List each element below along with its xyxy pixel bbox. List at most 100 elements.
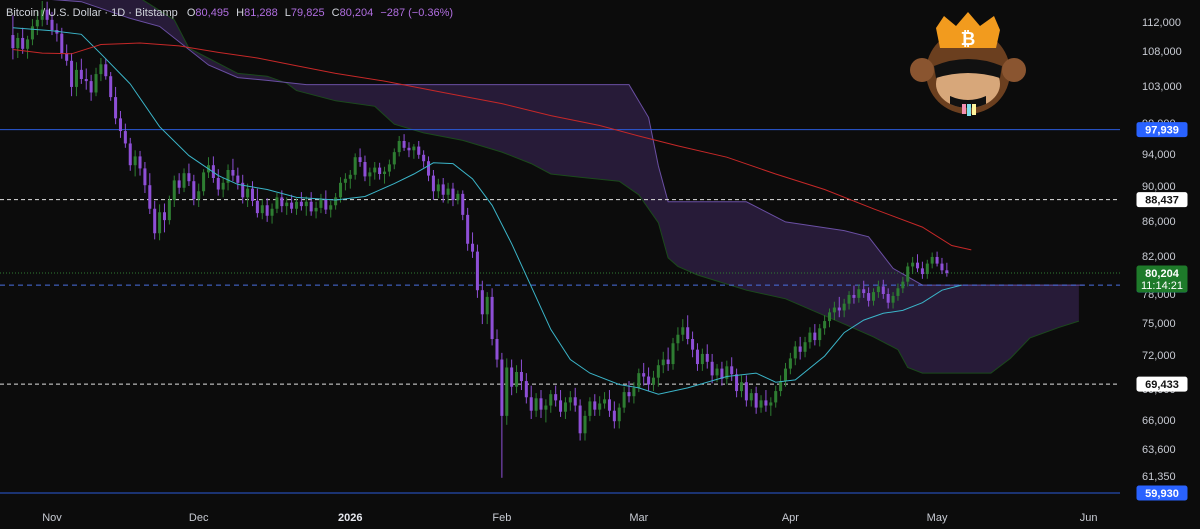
candle xyxy=(891,292,895,309)
candle xyxy=(294,198,299,215)
candle-body xyxy=(676,334,680,344)
candle xyxy=(373,162,377,180)
candle-body xyxy=(60,33,64,54)
mascot-tongue-cyan xyxy=(967,104,971,116)
candle-body xyxy=(573,397,577,406)
candle-body xyxy=(705,353,709,362)
candle-body xyxy=(475,251,479,291)
candle xyxy=(842,298,846,318)
mascot-mask xyxy=(934,59,1002,78)
candle xyxy=(368,167,372,186)
candle-body xyxy=(598,403,602,410)
candle xyxy=(647,367,651,392)
level-label-1-bg xyxy=(1136,192,1188,208)
candle xyxy=(133,150,137,177)
candle xyxy=(397,136,401,157)
candle xyxy=(65,44,69,66)
candle-body xyxy=(407,147,411,151)
candle xyxy=(285,197,289,215)
high-value: 81,288 xyxy=(244,7,278,19)
candle-body xyxy=(588,401,592,416)
candle xyxy=(915,254,920,273)
candle-body xyxy=(500,359,504,416)
candle xyxy=(138,150,142,176)
candle xyxy=(876,280,880,298)
candle-body xyxy=(651,377,655,385)
candle-body xyxy=(30,26,34,40)
candle-body xyxy=(896,288,900,296)
candle-body xyxy=(250,188,255,201)
symbol-title[interactable]: Bitcoin / U.S. Dollar · 1D · Bitstamp xyxy=(6,7,178,19)
candle xyxy=(143,162,147,193)
candle xyxy=(598,396,602,416)
candle-body xyxy=(348,174,352,179)
open-value: 80,495 xyxy=(195,7,230,19)
candle xyxy=(519,359,523,391)
candle xyxy=(593,394,597,416)
candle xyxy=(857,284,861,303)
candle xyxy=(779,375,783,397)
candle xyxy=(735,368,739,398)
candle xyxy=(280,190,284,213)
candle xyxy=(739,375,743,398)
candle xyxy=(813,324,817,346)
candle xyxy=(588,397,592,422)
candle-body xyxy=(35,19,39,27)
horizontal-levels xyxy=(0,129,1120,494)
candle xyxy=(118,110,122,138)
level-label-4-bg xyxy=(1136,485,1188,501)
candle xyxy=(304,196,308,216)
candle-body xyxy=(128,143,132,166)
candle-body xyxy=(510,367,514,387)
candle-body xyxy=(823,321,827,329)
candle-body xyxy=(769,402,773,406)
candle-body xyxy=(505,367,509,416)
candle xyxy=(764,390,768,412)
candle-body xyxy=(593,401,597,410)
time-axis: Nov Dec 2026 Feb Mar Apr May Jun xyxy=(42,512,1097,524)
candle-body xyxy=(622,392,626,408)
candle-body xyxy=(867,293,871,301)
candle xyxy=(475,244,479,298)
high-label: H xyxy=(236,7,245,19)
candle xyxy=(114,86,118,125)
candle-body xyxy=(290,202,294,209)
candle-body xyxy=(720,368,724,379)
close-label: C xyxy=(331,7,340,19)
candle xyxy=(544,399,548,423)
candle-body xyxy=(612,410,616,422)
candle-body xyxy=(661,359,665,366)
candle-body xyxy=(226,170,230,183)
candle xyxy=(241,174,245,204)
x-tick-label: May xyxy=(927,512,948,524)
candle xyxy=(573,387,577,412)
last-price-label: 80,204 xyxy=(1145,268,1180,280)
candle xyxy=(930,252,934,269)
candle-body xyxy=(935,256,939,264)
candle-body xyxy=(241,182,245,198)
candle xyxy=(319,193,323,214)
candle-body xyxy=(891,295,895,303)
candle xyxy=(563,397,567,419)
candle xyxy=(353,153,357,180)
open-label: O xyxy=(186,7,196,19)
candle xyxy=(422,150,426,168)
candle-body xyxy=(99,64,103,75)
candle-body xyxy=(715,368,719,376)
candle-body xyxy=(725,366,729,379)
candle-body xyxy=(451,188,455,200)
candle xyxy=(270,203,274,224)
candle-body xyxy=(779,381,783,392)
candle-body xyxy=(818,328,822,341)
candle-body xyxy=(187,173,191,182)
candle xyxy=(906,262,910,287)
candle-body xyxy=(647,376,651,385)
candle xyxy=(343,173,347,191)
candle-body xyxy=(118,118,122,132)
candle xyxy=(612,401,616,429)
y-tick-label: 103,000 xyxy=(1142,81,1182,93)
level-label-3: 69,433 xyxy=(1145,379,1179,391)
candle-body xyxy=(167,200,171,221)
candle-body xyxy=(231,170,235,176)
